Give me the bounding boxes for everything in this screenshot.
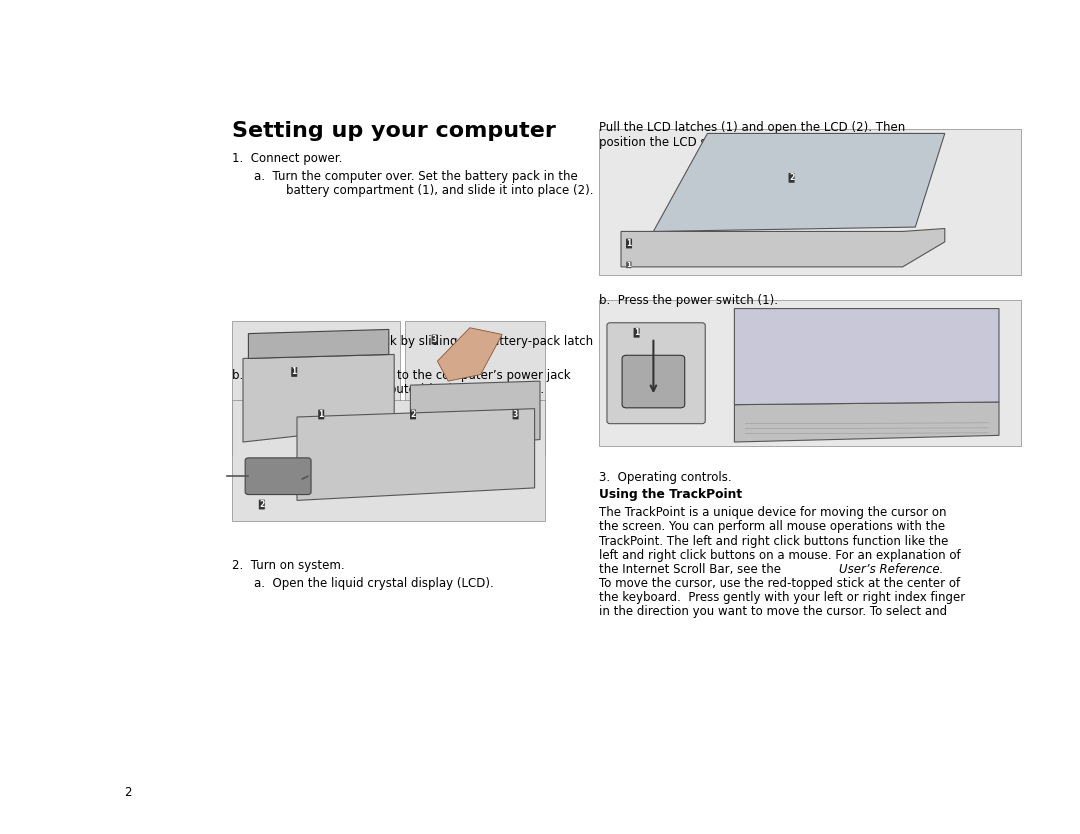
- Text: to the lock position (3).: to the lock position (3).: [254, 349, 391, 363]
- Text: 1: 1: [626, 262, 632, 268]
- Text: a.  Open the liquid crystal display (LCD).: a. Open the liquid crystal display (LCD)…: [254, 577, 494, 590]
- Text: Setting up your computer: Setting up your computer: [232, 121, 556, 141]
- Text: 3: 3: [513, 410, 518, 419]
- Text: 1: 1: [292, 368, 297, 376]
- Text: b.  Press the power switch (1).: b. Press the power switch (1).: [599, 294, 779, 307]
- Bar: [405, 321, 545, 455]
- FancyBboxPatch shape: [245, 458, 311, 495]
- Text: 1: 1: [319, 410, 324, 419]
- Bar: [232, 400, 545, 521]
- Text: the screen. You can perform all mouse operations with the: the screen. You can perform all mouse op…: [599, 520, 945, 534]
- Text: Secure the battery pack by sliding the battery-pack latch: Secure the battery pack by sliding the b…: [254, 335, 593, 349]
- Text: 3.  Operating controls.: 3. Operating controls.: [599, 471, 732, 485]
- Text: (at the rear of the computer) in the order shown.: (at the rear of the computer) in the ord…: [254, 383, 544, 396]
- Text: To move the cursor, use the red-topped stick at the center of: To move the cursor, use the red-topped s…: [599, 577, 960, 590]
- Text: the keyboard.  Press gently with your left or right index finger: the keyboard. Press gently with your lef…: [599, 591, 966, 605]
- Text: 1.  Connect power.: 1. Connect power.: [232, 152, 342, 165]
- Text: 2: 2: [410, 410, 416, 419]
- Polygon shape: [734, 402, 999, 442]
- Text: User’s Reference.: User’s Reference.: [839, 563, 944, 576]
- Polygon shape: [653, 133, 945, 231]
- Polygon shape: [248, 329, 389, 359]
- Text: left and right click buttons on a mouse. For an explanation of: left and right click buttons on a mouse.…: [599, 549, 961, 562]
- Text: 2: 2: [124, 786, 132, 799]
- Text: TrackPoint. The left and right click buttons function like the: TrackPoint. The left and right click but…: [599, 535, 948, 548]
- Text: battery compartment (1), and slide it into place (2).: battery compartment (1), and slide it in…: [286, 184, 594, 198]
- FancyBboxPatch shape: [622, 355, 685, 408]
- Text: b.  Connect the AC Adapter to the computer’s power jack: b. Connect the AC Adapter to the compute…: [232, 369, 571, 382]
- Polygon shape: [734, 309, 999, 404]
- Text: a.  Turn the computer over. Set the battery pack in the: a. Turn the computer over. Set the batte…: [254, 170, 578, 183]
- FancyBboxPatch shape: [607, 323, 705, 424]
- Text: the Internet Scroll Bar, see the: the Internet Scroll Bar, see the: [599, 563, 785, 576]
- Polygon shape: [621, 229, 945, 267]
- Text: 1: 1: [626, 239, 632, 248]
- Text: 2.  Turn on system.: 2. Turn on system.: [232, 559, 345, 572]
- Text: 2: 2: [259, 500, 265, 509]
- Text: 3: 3: [432, 335, 437, 344]
- Text: Pull the LCD latches (1) and open the LCD (2). Then: Pull the LCD latches (1) and open the LC…: [599, 121, 906, 134]
- Bar: [599, 129, 1021, 275]
- Polygon shape: [297, 409, 535, 500]
- Text: 2: 2: [788, 173, 794, 183]
- Bar: [232, 321, 400, 455]
- Text: Using the TrackPoint: Using the TrackPoint: [599, 488, 743, 501]
- Polygon shape: [437, 328, 502, 381]
- Bar: [599, 300, 1021, 446]
- Text: The TrackPoint is a unique device for moving the cursor on: The TrackPoint is a unique device for mo…: [599, 506, 947, 520]
- Polygon shape: [410, 381, 540, 450]
- Text: position the LCD so that it is convenient for viewing.: position the LCD so that it is convenien…: [599, 136, 909, 149]
- Polygon shape: [243, 354, 394, 442]
- Text: 1: 1: [634, 329, 639, 337]
- Text: in the direction you want to move the cursor. To select and: in the direction you want to move the cu…: [599, 605, 947, 619]
